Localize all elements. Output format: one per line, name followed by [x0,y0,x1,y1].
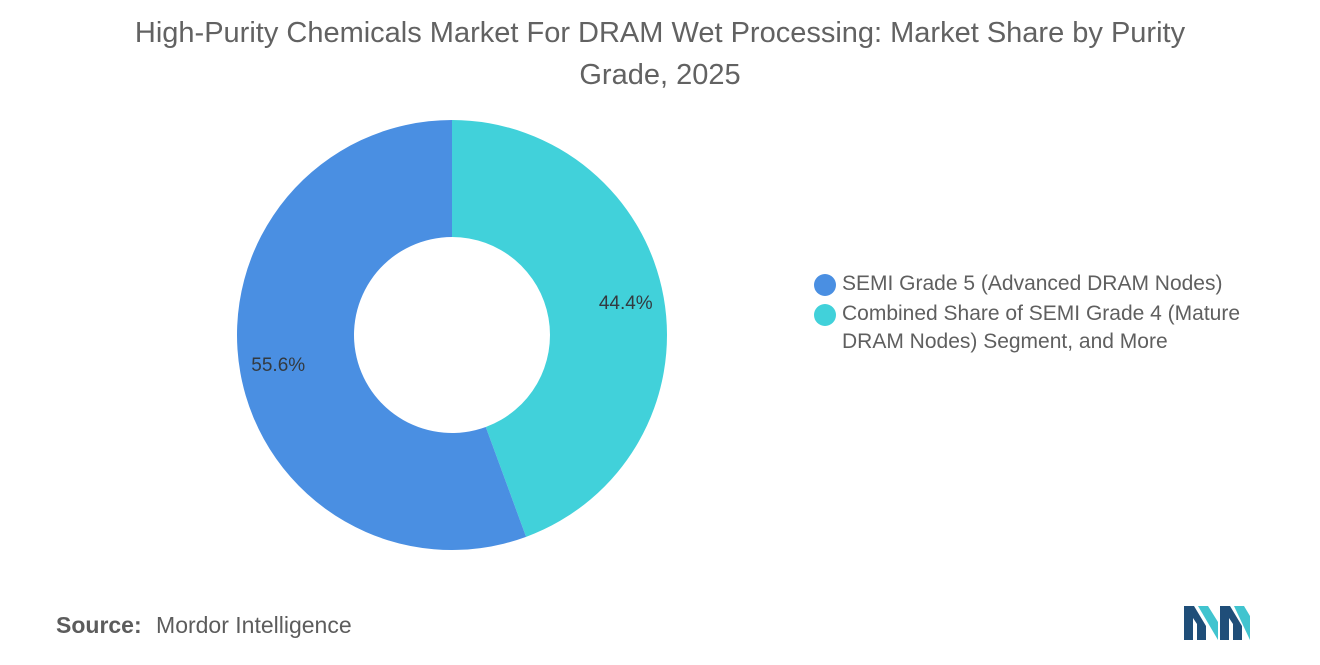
legend: SEMI Grade 5 (Advanced DRAM Nodes) Combi… [814,270,1284,358]
legend-item: SEMI Grade 5 (Advanced DRAM Nodes) [814,270,1284,298]
legend-label: Combined Share of SEMI Grade 4 (Mature D… [842,302,1241,353]
source-value: Mordor Intelligence [156,612,352,638]
legend-swatch-icon [814,274,836,296]
slice-data-label: 44.4% [599,293,653,314]
legend-item: Combined Share of SEMI Grade 4 (Mature D… [814,300,1284,356]
legend-label: SEMI Grade 5 (Advanced DRAM Nodes) [842,272,1223,295]
slice-labels-group: 44.4% 55.6% [251,293,653,376]
source-note: Source: Mordor Intelligence [56,612,352,639]
donut-slice [452,120,667,537]
mordor-intelligence-logo-icon [1184,606,1250,640]
donut-slice [236,120,527,550]
slices-group [236,120,667,550]
slice-data-label: 55.6% [251,355,305,376]
legend-swatch-icon [814,304,836,326]
chart-title: High-Purity Chemicals Market For DRAM We… [134,17,1186,91]
source-label: Source: [56,612,142,638]
